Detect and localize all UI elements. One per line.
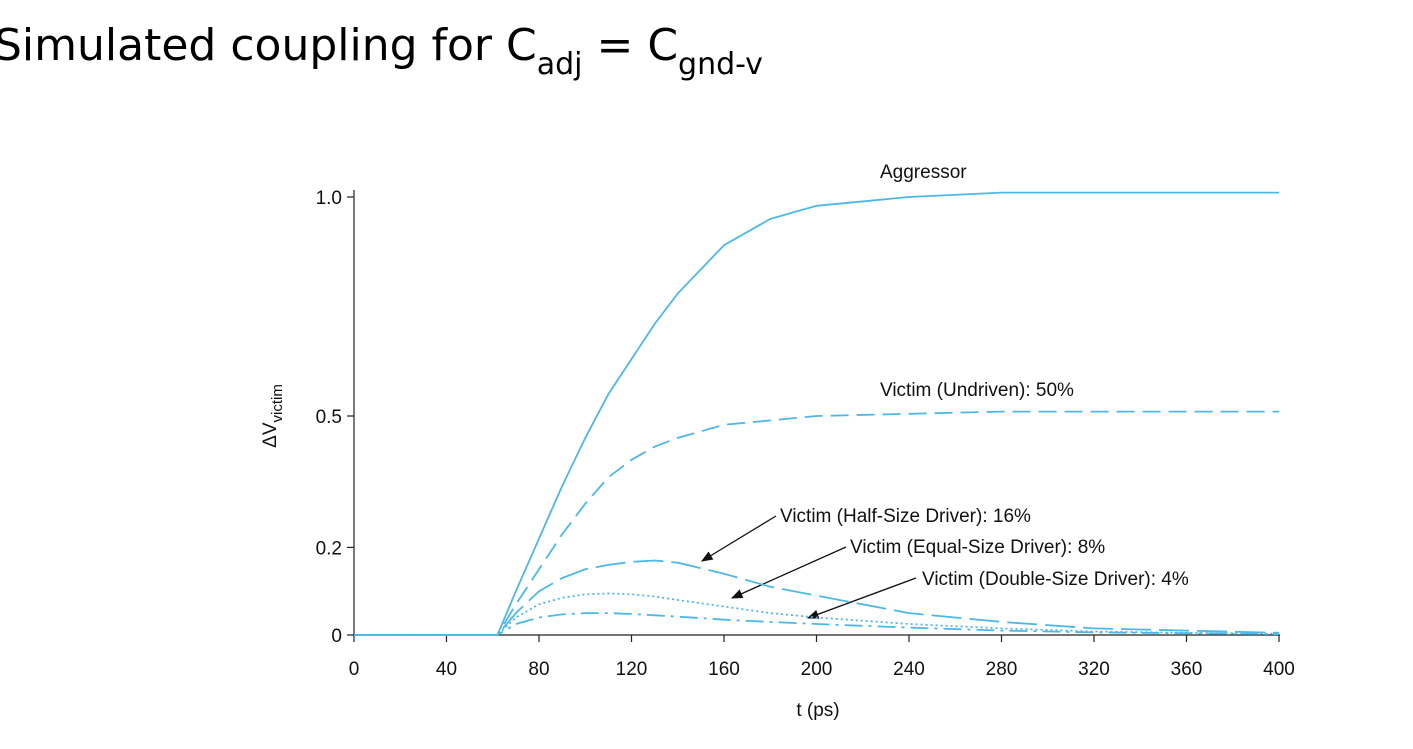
title-subscript: adj bbox=[537, 47, 583, 82]
series-line bbox=[354, 612, 1280, 636]
x-tick-label: 0 bbox=[349, 659, 360, 680]
x-axis-label: t (ps) bbox=[796, 700, 839, 721]
x-tick-label: 400 bbox=[1263, 659, 1295, 680]
series-label: Victim (Undriven): 50% bbox=[880, 380, 1074, 401]
x-tick-label: 120 bbox=[616, 659, 648, 680]
x-tick-label: 320 bbox=[1078, 659, 1110, 680]
title-part: = C bbox=[582, 20, 678, 71]
arrow bbox=[701, 515, 777, 562]
y-tick-label: 0.5 bbox=[316, 407, 342, 428]
title-subscript: gnd-v bbox=[678, 47, 763, 82]
series-label: Victim (Equal-Size Driver): 8% bbox=[850, 537, 1105, 558]
arrow bbox=[730, 546, 847, 599]
slide-title: Simulated coupling for Cadj = Cgnd-v bbox=[0, 20, 763, 82]
x-tick-label: 240 bbox=[893, 659, 925, 680]
x-tick-label: 360 bbox=[1171, 659, 1203, 680]
y-label-subscript: victim bbox=[269, 384, 286, 422]
x-tick-label: 80 bbox=[528, 659, 549, 680]
series-label: Victim (Half-Size Driver): 16% bbox=[780, 506, 1031, 527]
arrows bbox=[701, 515, 917, 619]
x-tick-label: 200 bbox=[801, 659, 833, 680]
x-tick-label: 160 bbox=[708, 659, 740, 680]
x-tick-label: 280 bbox=[986, 659, 1018, 680]
y-tick-label: 0.2 bbox=[316, 538, 342, 559]
y-tick-label: 1.0 bbox=[316, 188, 342, 209]
y-label-part: ΔV bbox=[260, 422, 281, 448]
series-label: Victim (Double-Size Driver): 4% bbox=[922, 569, 1189, 590]
arrow bbox=[806, 577, 917, 619]
series-label: Aggressor bbox=[880, 162, 967, 183]
title-part: Simulated coupling for C bbox=[0, 20, 537, 71]
x-tick-label: 40 bbox=[436, 659, 457, 680]
y-axis-label: ΔVvictim bbox=[260, 384, 286, 448]
y-tick-label: 0 bbox=[331, 626, 342, 647]
